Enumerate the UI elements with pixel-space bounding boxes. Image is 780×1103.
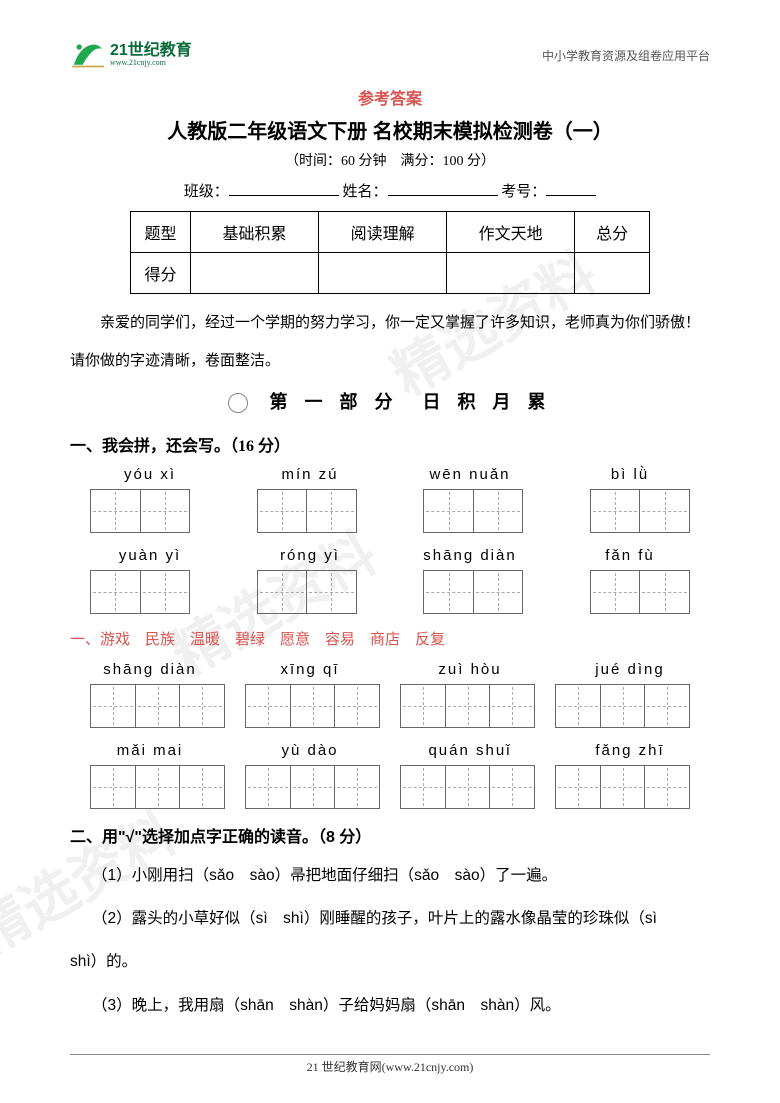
class-blank	[229, 195, 339, 196]
char-box	[90, 765, 225, 809]
cell	[191, 253, 319, 294]
cell: 得分	[131, 253, 191, 294]
intro-text-2: 请你做的字迹清晰，卷面整洁。	[70, 346, 710, 376]
sub-title: （时间：60 分钟 满分：100 分）	[70, 150, 710, 170]
cell: 总分	[575, 212, 650, 253]
char-box	[423, 489, 523, 533]
pinyin: wēn nuǎn	[410, 466, 530, 483]
pinyin: quán shuǐ	[410, 742, 530, 759]
cell	[319, 253, 447, 294]
header-right-text: 中小学教育资源及组卷应用平台	[542, 47, 710, 64]
q2-item-2: （2）露头的小草好似（sì shì）刚睡醒的孩子，叶片上的露水像晶莹的珍珠似（s…	[92, 900, 710, 937]
main-title: 人教版二年级语文下册 名校期末模拟检测卷（一）	[70, 115, 710, 144]
box-row	[90, 684, 690, 728]
footer-line	[70, 1054, 710, 1055]
char-box	[400, 684, 535, 728]
logo-icon	[70, 40, 106, 70]
char-box	[555, 684, 690, 728]
logo: 21世纪教育 www.21cnjy.com	[70, 40, 192, 70]
footer-text: 21 世纪教育网(www.21cnjy.com)	[0, 1058, 780, 1075]
name-label: 姓名：	[342, 184, 387, 200]
cell	[575, 253, 650, 294]
char-box	[257, 570, 357, 614]
table-row: 题型 基础积累 阅读理解 作文天地 总分	[131, 212, 650, 253]
char-box	[590, 570, 690, 614]
q2-item-1: （1）小刚用扫（sǎo sào）帚把地面仔细扫（sǎo sào）了一遍。	[92, 857, 710, 894]
page-content: 21世纪教育 www.21cnjy.com 中小学教育资源及组卷应用平台 参考答…	[0, 0, 780, 1054]
pinyin: yóu xì	[90, 466, 210, 483]
box-row	[90, 570, 690, 614]
pinyin: róng yì	[250, 547, 370, 564]
table-row: 得分	[131, 253, 650, 294]
pinyin-row: yuàn yì róng yì shāng diàn fǎn fù	[90, 547, 690, 564]
cell: 阅读理解	[319, 212, 447, 253]
pinyin: zuì hòu	[410, 661, 530, 678]
char-box	[245, 684, 380, 728]
page-header: 21世纪教育 www.21cnjy.com 中小学教育资源及组卷应用平台	[70, 40, 710, 70]
q2-item-3: （3）晚上，我用扇（shān shàn）子给妈妈扇（shān shàn）风。	[92, 987, 710, 1024]
char-box	[90, 489, 190, 533]
q1-answers: 一、游戏 民族 温暖 碧绿 愿意 容易 商店 反复	[70, 628, 710, 649]
char-box	[400, 765, 535, 809]
cell: 题型	[131, 212, 191, 253]
section-title: 日 积 月 累	[423, 392, 552, 412]
pinyin: mín zú	[250, 466, 370, 483]
char-box	[257, 489, 357, 533]
pinyin-row: yóu xì mín zú wēn nuǎn bì lǜ	[90, 466, 690, 483]
char-box	[423, 570, 523, 614]
section-icon	[228, 393, 248, 413]
cell: 作文天地	[447, 212, 575, 253]
pinyin: mǎi mai	[90, 742, 210, 759]
id-label: 考号：	[501, 184, 546, 200]
char-box	[90, 684, 225, 728]
section-part: 第 一 部 分	[269, 392, 398, 412]
intro-text-1: 亲爱的同学们，经过一个学期的努力学习，你一定又掌握了许多知识，老师真为你们骄傲！	[70, 308, 710, 338]
pinyin: shāng diàn	[410, 547, 530, 564]
pinyin-row: mǎi mai yù dào quán shuǐ fǎng zhī	[90, 742, 690, 759]
q2-title: 二、用"√"选择加点字正确的读音。（8 分）	[70, 823, 710, 847]
pinyin: fǎng zhī	[570, 742, 690, 759]
q1-title: 一、我会拼，还会写。（16 分）	[70, 432, 710, 456]
id-blank	[546, 195, 596, 196]
score-table: 题型 基础积累 阅读理解 作文天地 总分 得分	[130, 211, 650, 294]
cell	[447, 253, 575, 294]
pinyin-row: shāng diàn xīng qī zuì hòu jué dìng	[90, 661, 690, 678]
logo-main-text: 21世纪教育	[110, 43, 192, 59]
char-box	[555, 765, 690, 809]
cell: 基础积累	[191, 212, 319, 253]
pinyin: yù dào	[250, 742, 370, 759]
pinyin: jué dìng	[570, 661, 690, 678]
char-box	[590, 489, 690, 533]
pinyin: fǎn fù	[570, 547, 690, 564]
q2-item-2b: shì）的。	[70, 943, 710, 980]
section-banner: 第 一 部 分 日 积 月 累	[70, 388, 710, 414]
box-row	[90, 765, 690, 809]
char-box	[245, 765, 380, 809]
class-label: 班级：	[184, 184, 229, 200]
pinyin: yuàn yì	[90, 547, 210, 564]
logo-sub-text: www.21cnjy.com	[110, 59, 192, 67]
pinyin: xīng qī	[250, 661, 370, 678]
pinyin: shāng diàn	[90, 661, 210, 678]
box-row	[90, 489, 690, 533]
pinyin: bì lǜ	[570, 466, 690, 483]
answer-title: 参考答案	[70, 85, 710, 109]
student-info-line: 班级： 姓名： 考号：	[70, 180, 710, 201]
name-blank	[388, 195, 498, 196]
char-box	[90, 570, 190, 614]
